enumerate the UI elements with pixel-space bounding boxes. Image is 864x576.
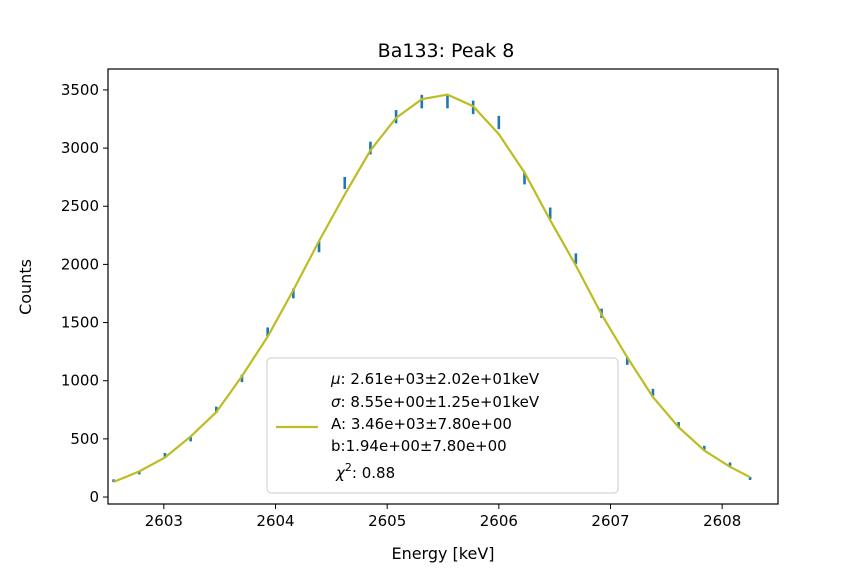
x-tick-label: 2608 (703, 512, 741, 530)
y-tick-label: 3500 (61, 81, 99, 99)
fit-curve (113, 93, 751, 483)
y-axis-label: Counts (16, 259, 35, 315)
legend-entry-line: A: 3.46e+03±7.80e+00 (331, 415, 512, 433)
legend-entry-line: b:1.94e+00±7.80e+00 (331, 437, 507, 455)
y-axis-ticks: 0 500 1000 1500 2000 2500 3000 3500 (61, 81, 108, 506)
legend-entry-line: χ2: 0.88 (335, 461, 395, 482)
x-tick-label: 2606 (480, 512, 518, 530)
x-axis-label: Energy [keV] (391, 544, 494, 563)
y-tick-label: 2000 (61, 255, 99, 273)
y-tick-label: 0 (89, 488, 99, 506)
legend-entry-line: σ: 8.55e+00±1.25e+01keV (331, 393, 540, 411)
y-tick-label: 500 (70, 430, 99, 448)
x-tick-label: 2607 (591, 512, 629, 530)
x-tick-label: 2604 (256, 512, 294, 530)
y-tick-label: 3000 (61, 139, 99, 157)
legend: μ: 2.61e+03±2.02e+01keV σ: 8.55e+00±1.25e… (266, 357, 619, 494)
plot-frame (107, 68, 779, 505)
x-axis-ticks: 2603 2604 2605 2606 2607 2608 (145, 504, 741, 530)
chart-title: Ba133: Peak 8 (378, 40, 515, 62)
y-tick-label: 1000 (61, 372, 99, 390)
x-tick-label: 2603 (145, 512, 183, 530)
legend-entry-line: μ: 2.61e+03±2.02e+01keV (330, 370, 540, 388)
y-tick-label: 2500 (61, 197, 99, 215)
y-tick-label: 1500 (61, 314, 99, 332)
x-tick-label: 2605 (368, 512, 406, 530)
legend-box (266, 357, 619, 494)
